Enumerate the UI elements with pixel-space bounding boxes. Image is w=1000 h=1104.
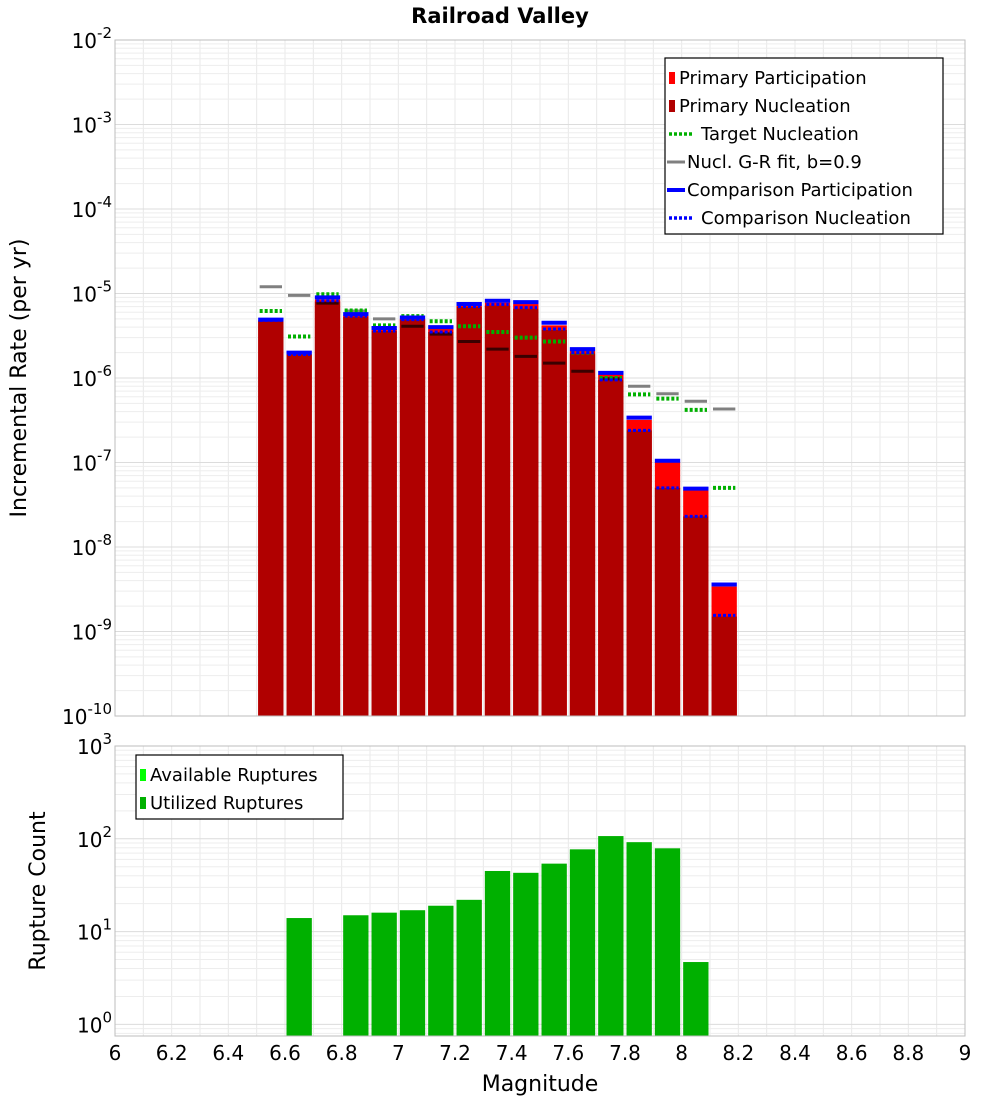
nucleation-bar <box>569 353 596 716</box>
utilized-ruptures-bar <box>456 899 482 1036</box>
utilized-ruptures-bar <box>569 849 596 1036</box>
utilized-ruptures-bar <box>541 863 567 1036</box>
y-tick-label-top: 10-10 <box>62 700 112 729</box>
x-tick-label: 7.4 <box>496 1041 528 1065</box>
x-tick-label: 7.6 <box>552 1041 584 1065</box>
y-tick-label-bottom: 102 <box>77 823 112 852</box>
utilized-ruptures-bar <box>626 842 652 1036</box>
nucleation-bar <box>513 308 539 716</box>
nucleation-bar <box>541 329 567 716</box>
y-tick-label-bottom: 103 <box>77 730 112 759</box>
legend-bottom: Available Ruptures Utilized Ruptures <box>135 754 344 820</box>
x-tick-label: 7 <box>392 1041 405 1065</box>
y-tick-label-top: 10-4 <box>72 193 112 222</box>
x-tick-label: 6.6 <box>269 1041 301 1065</box>
utilized-ruptures-bar <box>371 912 397 1036</box>
nucleation-bar <box>711 616 737 716</box>
utilized-ruptures-bar <box>598 836 624 1036</box>
legend-bottom-box <box>135 754 344 820</box>
legend-top-box <box>664 57 944 235</box>
legend-label: Available Ruptures <box>150 765 318 786</box>
x-tick-label: 6.8 <box>326 1041 358 1065</box>
utilized-ruptures-bar <box>683 962 709 1036</box>
nucleation-bar <box>314 301 341 716</box>
legend-label: Primary Participation <box>679 68 867 89</box>
y-tick-label-bottom: 100 <box>77 1008 112 1037</box>
x-tick-label: 8.4 <box>779 1041 811 1065</box>
y-axis-label-top: Incremental Rate (per yr) <box>7 239 32 518</box>
plot-border-bottom <box>114 745 966 1037</box>
utilized-ruptures-bar <box>484 870 511 1036</box>
chart-title: Railroad Valley <box>411 4 589 28</box>
x-tick-label: 8.6 <box>836 1041 868 1065</box>
legend-swatch <box>140 797 146 809</box>
nucleation-bar <box>428 332 454 716</box>
nucleation-bar <box>654 487 681 716</box>
nucleation-bar <box>286 354 312 716</box>
nucleation-bar <box>484 305 511 716</box>
x-tick-label: 7.2 <box>439 1041 471 1065</box>
nucleation-bar <box>343 316 369 716</box>
legend-label: Target Nucleation <box>700 124 859 145</box>
x-tick-label: 8.8 <box>892 1041 924 1065</box>
legend-label: Utilized Ruptures <box>150 793 303 814</box>
x-axis-label: Magnitude <box>482 1072 599 1097</box>
utilized-ruptures-bar <box>428 905 454 1036</box>
legend-label: Comparison Participation <box>687 180 913 201</box>
legend-swatch <box>669 72 675 84</box>
y-tick-label-top: 10-6 <box>72 362 112 391</box>
y-axis-label-bottom: Rupture Count <box>26 811 51 971</box>
y-tick-label-top: 10-3 <box>72 109 112 138</box>
y-tick-label-top: 10-9 <box>72 616 112 645</box>
plot-border-top <box>114 39 966 717</box>
legend-label: Comparison Nucleation <box>701 208 911 229</box>
nucleation-bar <box>598 379 624 716</box>
x-tick-label: 6.2 <box>156 1041 188 1065</box>
nucleation-bar <box>683 516 709 716</box>
utilized-ruptures-bar <box>343 915 369 1036</box>
nucleation-bar <box>371 330 397 716</box>
y-tick-label-top: 10-7 <box>72 447 112 476</box>
y-tick-label-top: 10-5 <box>72 278 112 307</box>
y-tick-label-top: 10-8 <box>72 531 112 560</box>
nucleation-bar <box>258 320 284 716</box>
legend-top: Primary Participation Primary Nucleation T… <box>664 57 944 235</box>
x-tick-label: 8.2 <box>722 1041 754 1065</box>
x-tick-label: 8 <box>675 1041 688 1065</box>
x-tick-label: 7.8 <box>609 1041 641 1065</box>
nucleation-bar <box>626 430 652 716</box>
legend-swatch <box>140 769 146 781</box>
utilized-ruptures-bar <box>399 910 426 1036</box>
y-tick-label-bottom: 101 <box>77 916 112 945</box>
y-tick-label-top: 10-2 <box>72 24 112 53</box>
utilized-ruptures-bar <box>286 918 312 1036</box>
legend-label: Primary Nucleation <box>679 96 851 117</box>
utilized-ruptures-bar <box>654 848 681 1036</box>
legend-swatch <box>669 100 675 112</box>
utilized-ruptures-bar <box>513 872 539 1036</box>
x-tick-label: 6 <box>109 1041 122 1065</box>
x-tick-label: 6.4 <box>212 1041 244 1065</box>
nucleation-bar <box>456 307 482 716</box>
nucleation-bar <box>399 319 426 716</box>
x-tick-label: 9 <box>959 1041 972 1065</box>
legend-label: Nucl. G-R fit, b=0.9 <box>687 152 862 173</box>
